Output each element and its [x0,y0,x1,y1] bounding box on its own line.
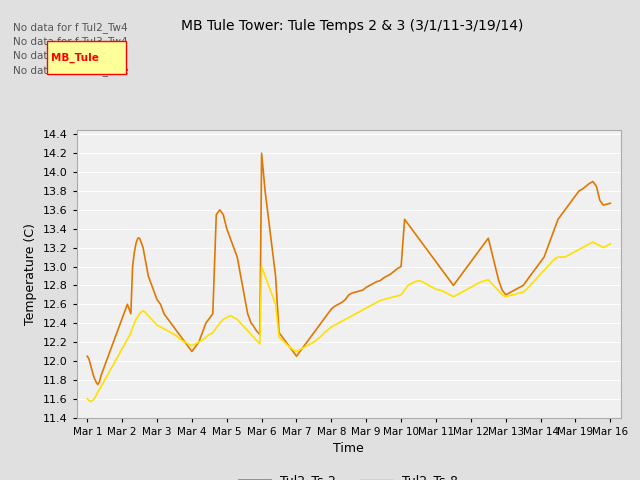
Text: No data for f Tul3_Ts2: No data for f Tul3_Ts2 [13,50,124,61]
Legend: Tul2_Ts-2, Tul2_Ts-8: Tul2_Ts-2, Tul2_Ts-8 [234,469,463,480]
Text: No data for f Tul3_Tw4: No data for f Tul3_Tw4 [13,36,127,47]
Text: MB_Tule: MB_Tule [51,53,99,63]
Text: MB Tule Tower: Tule Temps 2 & 3 (3/1/11-3/19/14): MB Tule Tower: Tule Temps 2 & 3 (3/1/11-… [181,19,523,33]
Y-axis label: Temperature (C): Temperature (C) [24,223,37,324]
Text: No data for f Tul2_Tw4: No data for f Tul2_Tw4 [13,22,127,33]
Text: No data for f Tul3_Tule: No data for f Tul3_Tule [13,65,129,76]
X-axis label: Time: Time [333,442,364,455]
